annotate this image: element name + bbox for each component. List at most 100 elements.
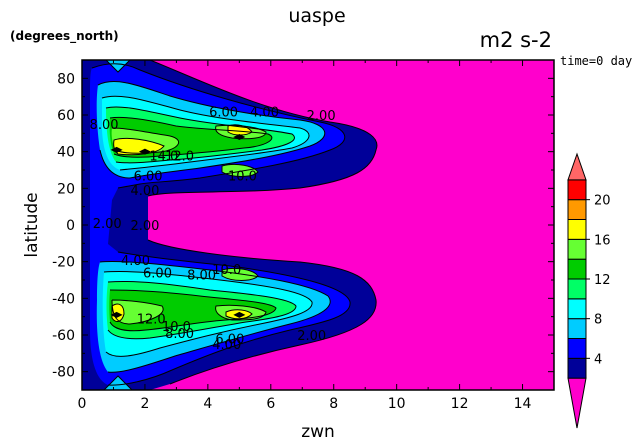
contour-line-16-max-2 — [227, 124, 253, 136]
colorbar-segment — [567, 258, 587, 280]
x-tick-label: 14 — [514, 396, 532, 412]
contour-label: 6.00 — [209, 105, 238, 120]
colorbar-segment — [567, 152, 587, 181]
contour-line-6-north — [97, 81, 326, 179]
contour-label: 10.0 — [228, 170, 257, 185]
contour-line-10-south — [107, 280, 297, 340]
contour-line-14-north-mid — [221, 163, 259, 177]
contour-line-4-south — [107, 251, 351, 386]
y-tick-label: 40 — [57, 145, 75, 161]
contour-line-14-south — [111, 299, 164, 325]
pole-lines-bottom — [103, 375, 133, 390]
colorbar-tick-label: 16 — [594, 233, 611, 248]
colorbar-segment — [567, 179, 587, 201]
x-tick-label: 12 — [451, 396, 469, 412]
contour-line-14-south-mid — [221, 267, 259, 281]
maximum-marker — [110, 311, 123, 318]
contour-line-8-north — [101, 95, 310, 171]
colorbar-segment — [567, 298, 587, 320]
colorbar-segment — [567, 338, 587, 359]
contour-label: 6.00 — [215, 333, 244, 348]
y-tick-label: 20 — [57, 181, 75, 197]
colorbar-segment — [567, 219, 587, 240]
contour-line-14-south-east — [215, 304, 267, 321]
y-axis: -80 -60 -40 -20 0 20 40 60 80 — [52, 59, 554, 391]
colorbar-tick-label: 12 — [594, 273, 611, 288]
contour-label: 10.0 — [212, 263, 241, 278]
contour-line-2-south — [147, 239, 377, 385]
y-tick-label: -80 — [52, 365, 75, 381]
contour-fill-14b — [112, 300, 164, 324]
pole-feature-top — [106, 60, 130, 72]
y-axis-label: latitude — [22, 192, 42, 257]
filled-contours: 6.00 4.00 2.008.0014.012.010.06.004.002.00… — [82, 60, 554, 390]
maximum-marker — [233, 311, 246, 318]
x-tick-label: 0 — [78, 396, 87, 412]
contour-line-4-north — [91, 63, 346, 189]
y-tick-label: -60 — [52, 328, 75, 344]
contour-label: 6.00 — [134, 170, 163, 185]
contour-label: 2.00 — [297, 329, 326, 344]
contour-label: 12.0 — [165, 149, 194, 164]
chart-title: uaspe — [288, 5, 345, 27]
y-tick-label: -40 — [52, 291, 75, 307]
contour-label: 2.00 — [130, 219, 159, 234]
y-tick-label: 80 — [57, 71, 75, 87]
contour-labels: 6.00 4.00 2.008.0014.012.010.06.004.002.00… — [90, 105, 336, 353]
contour-line-12-north — [109, 117, 273, 158]
contour-label: 2.00 — [93, 217, 122, 232]
x-tick-label: 8 — [329, 396, 338, 412]
contour-label: 2.00 — [307, 109, 336, 124]
colorbar: 4 8 12 16 20 — [567, 152, 611, 429]
contour-label: 8.00 — [90, 118, 119, 133]
contour-line-12-south — [109, 289, 277, 332]
contour-line-16-max-4 — [225, 309, 253, 320]
contour-line-16-max-3 — [111, 303, 125, 322]
contour-label: 10.0 — [162, 320, 191, 335]
contour-label: 4.00 — [212, 338, 241, 353]
contour-label: 12.0 — [137, 313, 166, 328]
maximum-marker — [233, 134, 246, 140]
y-tick-label: 0 — [66, 218, 75, 234]
contour-lines — [91, 60, 378, 390]
x-tick-label: 2 — [140, 396, 149, 412]
pole-feature-bottom — [104, 376, 132, 390]
maximum-fill-1 — [113, 138, 164, 155]
colorbar-segment — [567, 318, 587, 339]
contour-fill-14e — [222, 164, 258, 177]
x-tick-label: 4 — [203, 396, 212, 412]
y-tick-label: 60 — [57, 108, 75, 124]
contour-line-10-north — [105, 106, 295, 164]
contour-fill-12b — [109, 290, 276, 331]
x-axis-label: zwn — [301, 422, 335, 442]
contour-label: 14.0 — [149, 149, 178, 164]
maximum-marker — [110, 146, 123, 153]
pole-lines-top — [105, 60, 131, 73]
contour-label: 6.00 — [143, 267, 172, 282]
contour-label: 4.00 — [250, 105, 279, 120]
contour-line-8-south — [103, 270, 313, 357]
colorbar-segment — [567, 238, 587, 260]
contour-label: 8.00 — [187, 269, 216, 284]
contour-label: 8.00 — [165, 327, 194, 342]
x-tick-label: 6 — [266, 396, 275, 412]
y-tick-label: -20 — [52, 255, 75, 271]
colorbar-segment — [567, 278, 587, 300]
colorbar-segment — [567, 357, 587, 379]
maximum-marker — [138, 148, 151, 155]
colorbar-tick-label: 8 — [594, 313, 602, 328]
contour-line-6-south — [99, 260, 331, 373]
time-label: time=0 day — [560, 54, 632, 68]
units-label: m2 s-2 — [480, 28, 552, 52]
colorbar-segment — [567, 199, 587, 221]
x-tick-label: 10 — [388, 396, 406, 412]
contour-line-2-north — [147, 60, 378, 197]
x-axis: 0 2 4 6 8 10 12 14 — [78, 60, 532, 412]
colorbar-tick-label: 4 — [594, 352, 602, 367]
maxima-marks — [110, 134, 246, 318]
contour-label: 4.00 — [121, 254, 150, 269]
y-units-label: (degrees_north) — [10, 29, 119, 44]
contour-fill-14f — [222, 268, 258, 281]
contour-label: 4.00 — [130, 184, 159, 199]
